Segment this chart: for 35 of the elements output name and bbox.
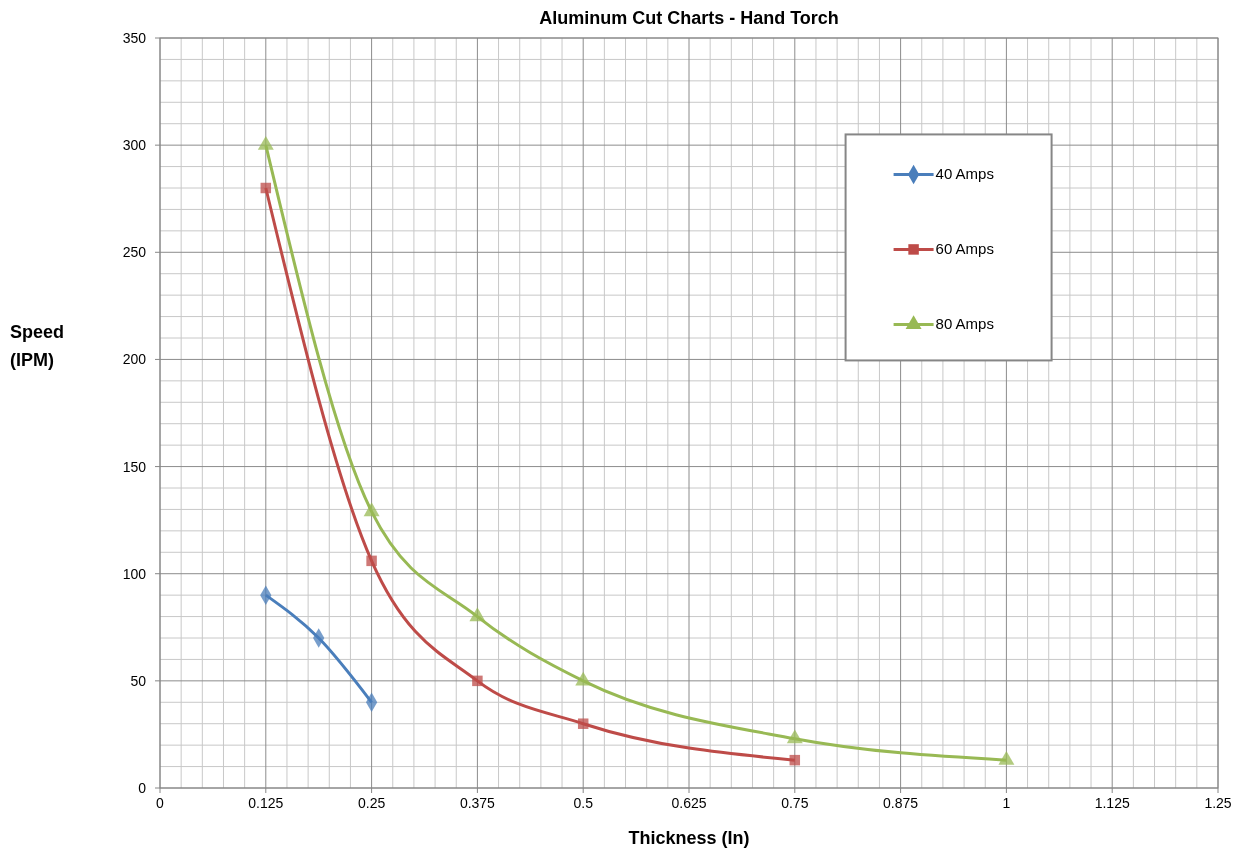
x-tick-label: 1.125 xyxy=(1094,795,1130,811)
x-tick-label: 0 xyxy=(156,795,165,811)
y-tick-label: 300 xyxy=(122,137,147,154)
point xyxy=(363,502,380,517)
y-tick-label: 50 xyxy=(130,672,147,689)
point xyxy=(998,750,1015,765)
legend-label: 40 Amps xyxy=(935,165,994,183)
point xyxy=(575,671,592,686)
y-axis-title: Speed (IPM) xyxy=(10,322,65,370)
y-tick-label: 0 xyxy=(138,780,147,796)
x-tick-label: 0.5 xyxy=(573,795,594,811)
x-tick-label: 1.25 xyxy=(1204,795,1232,811)
x-tick-label: 0.25 xyxy=(357,795,386,811)
chart-title: Aluminum Cut Charts - Hand Torch xyxy=(539,8,839,28)
point xyxy=(786,729,803,744)
x-tick-label: 0.375 xyxy=(459,795,496,811)
y-tick-label: 250 xyxy=(122,244,147,261)
point xyxy=(577,718,589,729)
y-tick-label: 100 xyxy=(122,565,147,582)
point xyxy=(366,555,377,567)
point xyxy=(260,182,272,194)
x-tick-label: 0.75 xyxy=(781,795,809,811)
legend-label: 60 Amps xyxy=(935,240,994,258)
y-tick-label: 200 xyxy=(122,351,147,368)
y-tick-label: 350 xyxy=(122,30,147,46)
y-tick-label: 150 xyxy=(122,458,147,475)
point xyxy=(469,607,486,622)
x-tick-label: 0.125 xyxy=(248,795,284,811)
legend-label: 80 Amps xyxy=(935,315,994,333)
point xyxy=(472,675,483,687)
x-tick-label: 0.875 xyxy=(883,795,919,811)
x-tick-label: 1 xyxy=(1002,795,1011,811)
x-axis-title: Thickness (In) xyxy=(628,828,750,848)
point xyxy=(789,754,801,766)
x-tick-label: 0.625 xyxy=(671,795,707,811)
